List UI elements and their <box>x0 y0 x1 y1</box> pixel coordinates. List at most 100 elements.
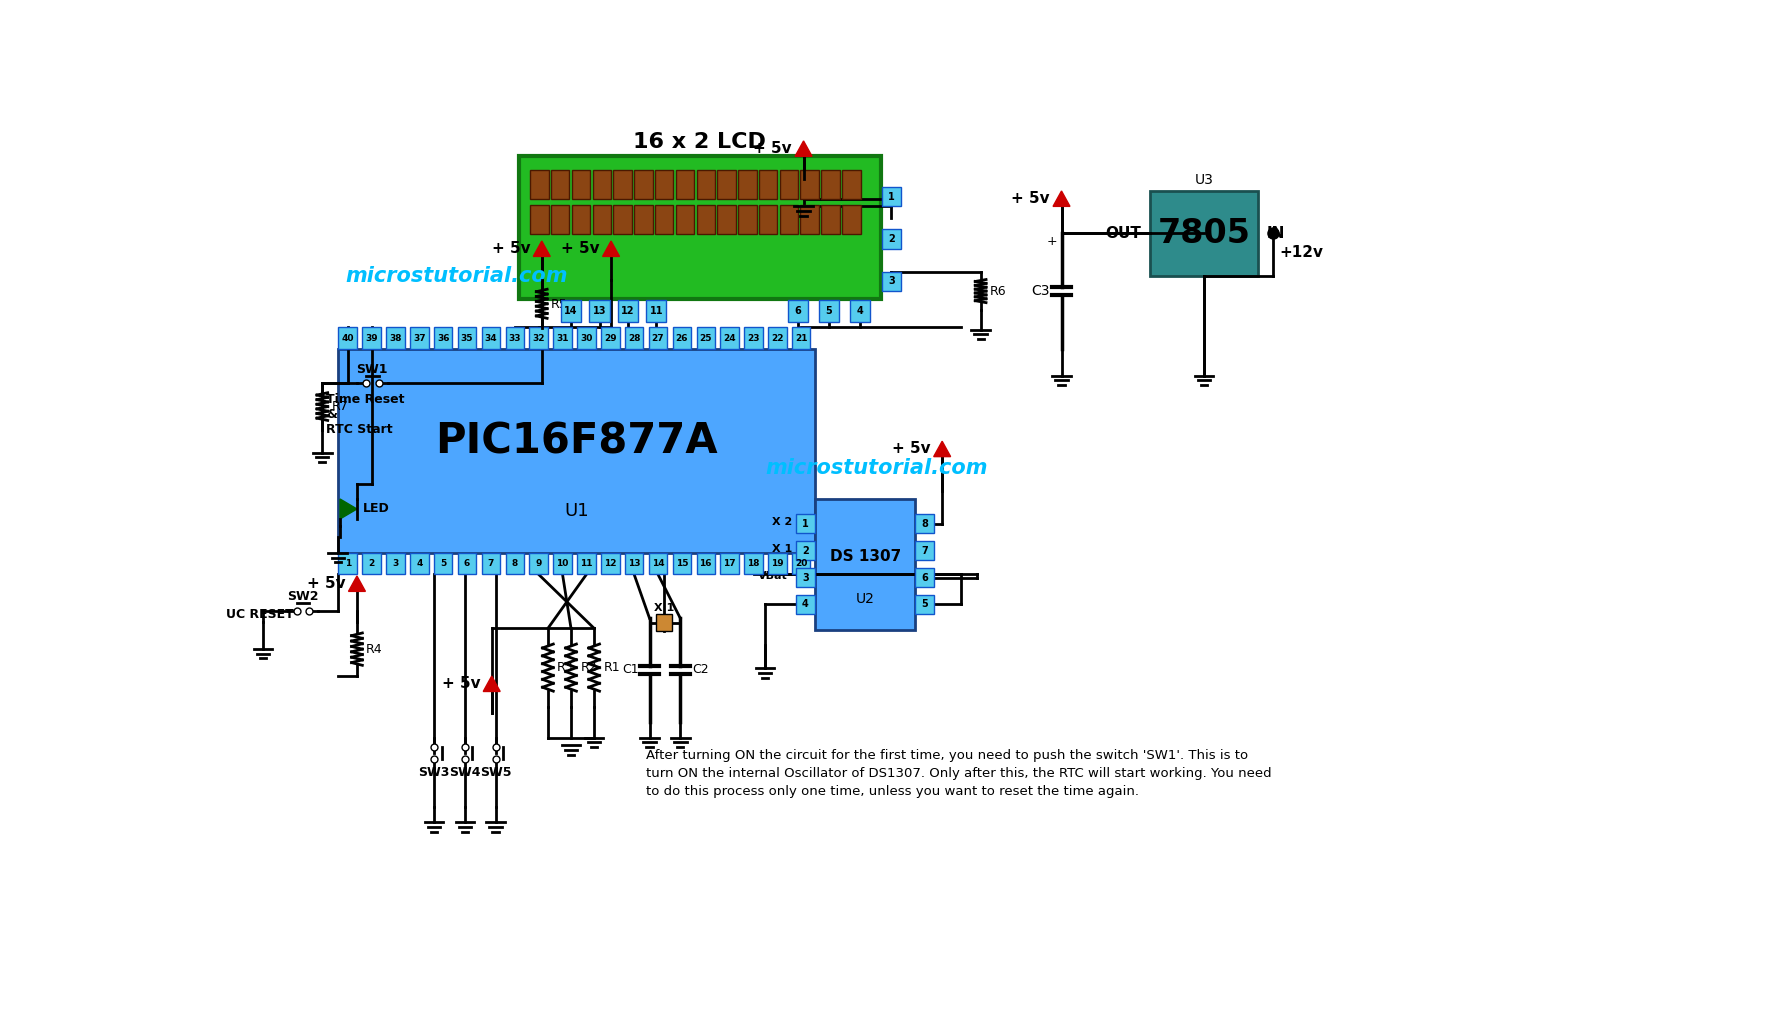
Text: 21: 21 <box>794 334 807 343</box>
Text: SW1: SW1 <box>356 363 388 376</box>
Text: C3: C3 <box>1032 284 1050 298</box>
Bar <box>553 328 571 349</box>
Text: PIC16F877A: PIC16F877A <box>434 420 718 462</box>
Text: After turning ON the circuit for the first time, you need to push the switch 'SW: After turning ON the circuit for the fir… <box>645 749 1271 798</box>
Text: 4: 4 <box>856 306 863 316</box>
Bar <box>697 328 715 349</box>
Bar <box>759 205 777 234</box>
Text: 7: 7 <box>922 546 929 556</box>
Text: R1: R1 <box>603 661 621 674</box>
Text: SW5: SW5 <box>480 766 511 779</box>
Text: 32: 32 <box>532 334 544 343</box>
Text: DS 1307: DS 1307 <box>830 550 901 564</box>
Text: 1: 1 <box>801 518 808 528</box>
Polygon shape <box>534 241 550 257</box>
Bar <box>738 205 757 234</box>
Bar <box>387 328 404 349</box>
Bar <box>589 300 610 321</box>
Text: U1: U1 <box>564 502 589 519</box>
Bar <box>720 553 739 575</box>
Polygon shape <box>349 576 365 591</box>
Text: 8: 8 <box>922 518 929 528</box>
Text: 11: 11 <box>649 306 663 316</box>
Bar <box>676 205 695 234</box>
Bar <box>718 170 736 200</box>
Text: UC RESET: UC RESET <box>227 608 294 621</box>
Text: 12: 12 <box>605 559 617 568</box>
Text: R2: R2 <box>580 661 598 674</box>
Bar <box>796 514 816 533</box>
Text: 11: 11 <box>580 559 592 568</box>
Bar <box>796 541 816 560</box>
Bar <box>821 170 840 200</box>
Text: 14: 14 <box>564 306 578 316</box>
Text: 20: 20 <box>794 559 807 568</box>
Bar <box>571 205 590 234</box>
Bar <box>915 568 934 587</box>
Bar <box>738 170 757 200</box>
Bar <box>601 553 619 575</box>
Bar <box>578 328 596 349</box>
Bar <box>672 328 691 349</box>
Text: 36: 36 <box>436 334 449 343</box>
Text: 26: 26 <box>676 334 688 343</box>
Bar <box>745 553 762 575</box>
Bar <box>800 170 819 200</box>
Text: 2: 2 <box>369 559 374 568</box>
Bar <box>821 205 840 234</box>
Text: OUT: OUT <box>1105 226 1140 241</box>
Text: 37: 37 <box>413 334 426 343</box>
Bar <box>654 170 674 200</box>
Bar <box>793 328 810 349</box>
Text: R7: R7 <box>332 401 348 413</box>
Bar <box>410 328 429 349</box>
Text: 3: 3 <box>888 277 895 286</box>
Text: 10: 10 <box>557 559 569 568</box>
Bar <box>337 349 816 553</box>
Bar <box>482 553 500 575</box>
Bar <box>672 553 691 575</box>
Bar <box>505 553 525 575</box>
Text: 13: 13 <box>592 306 606 316</box>
Polygon shape <box>1053 191 1069 207</box>
Bar <box>457 553 477 575</box>
Text: SW4: SW4 <box>449 766 480 779</box>
Text: 9: 9 <box>535 559 543 568</box>
Bar <box>745 328 762 349</box>
Bar <box>789 300 808 321</box>
Text: X 1: X 1 <box>771 545 793 554</box>
Bar <box>578 553 596 575</box>
Bar <box>530 328 548 349</box>
Text: +: + <box>1046 234 1057 247</box>
Text: 6: 6 <box>922 573 929 582</box>
Text: R4: R4 <box>367 643 383 656</box>
Bar <box>362 553 381 575</box>
Bar <box>624 553 644 575</box>
Bar <box>505 328 525 349</box>
Polygon shape <box>934 441 950 456</box>
Bar <box>635 205 652 234</box>
Bar <box>780 170 798 200</box>
Bar <box>697 205 715 234</box>
Bar <box>656 614 672 632</box>
Bar <box>819 300 839 321</box>
Text: C1: C1 <box>622 663 638 676</box>
Bar <box>915 595 934 613</box>
Text: 6: 6 <box>465 559 470 568</box>
Bar <box>768 553 787 575</box>
Bar <box>553 553 571 575</box>
Text: R5: R5 <box>551 298 567 310</box>
Bar <box>697 170 715 200</box>
Text: 29: 29 <box>605 334 617 343</box>
Bar <box>697 553 715 575</box>
Bar <box>1151 191 1257 276</box>
Text: U3: U3 <box>1195 173 1213 188</box>
Bar <box>601 328 619 349</box>
Text: + 5v: + 5v <box>307 576 346 591</box>
Text: SW3: SW3 <box>418 766 450 779</box>
Text: 40: 40 <box>342 334 355 343</box>
Text: microstutorial.com: microstutorial.com <box>346 266 567 286</box>
Bar <box>768 328 787 349</box>
Text: 4: 4 <box>801 599 808 609</box>
Text: X 1: X 1 <box>654 602 674 612</box>
